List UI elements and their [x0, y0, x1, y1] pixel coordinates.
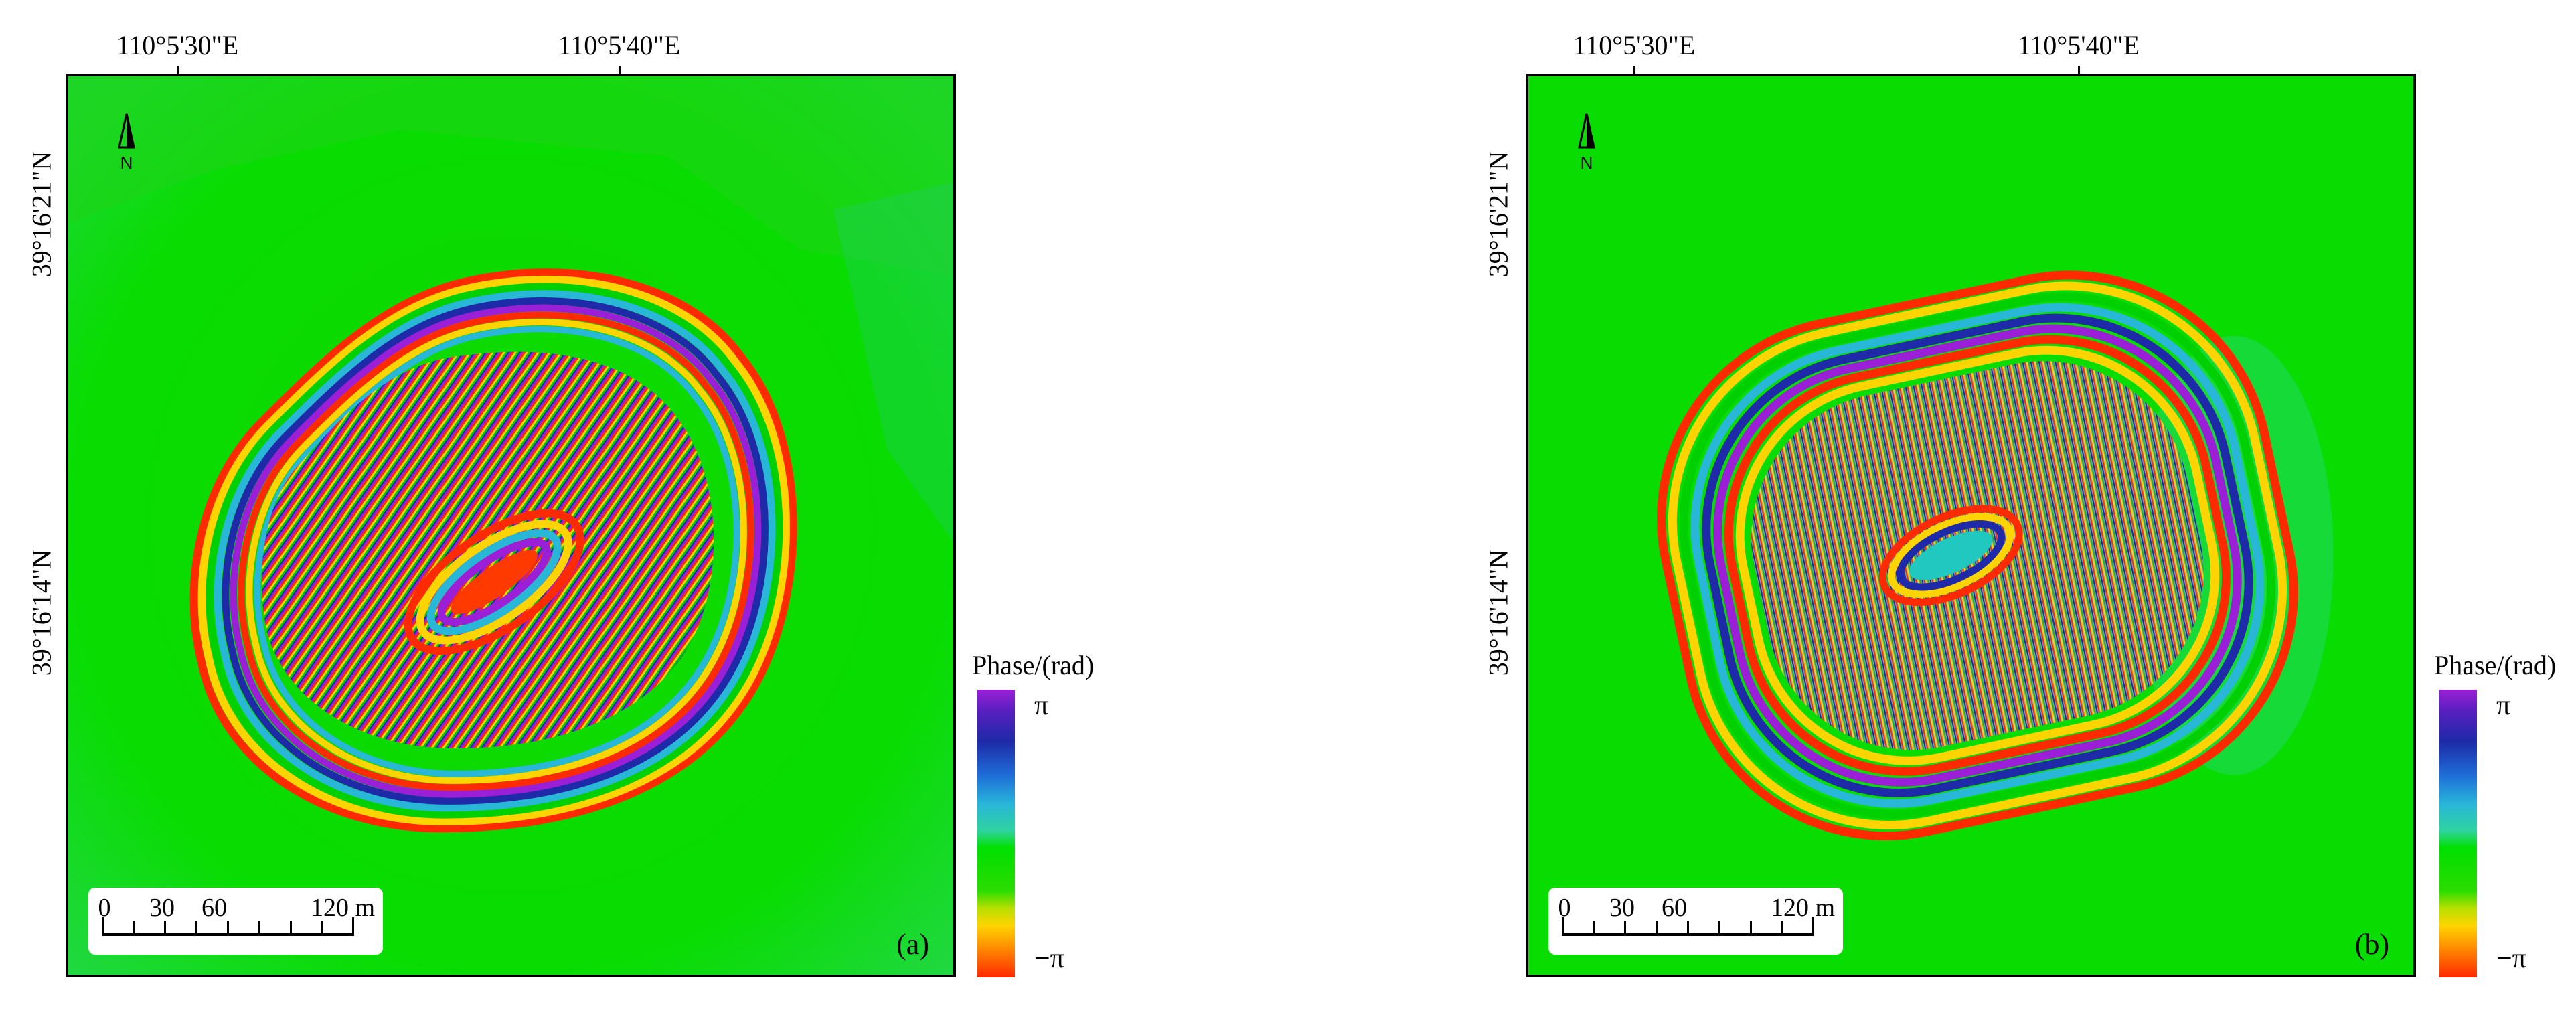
lat-label-2: 39°16'14"N — [26, 549, 57, 676]
interferogram-b — [1528, 76, 2413, 975]
scale-tick — [1593, 921, 1595, 936]
lon-tick-1 — [177, 66, 179, 75]
scale-tick — [195, 921, 197, 936]
center-fringes-a — [404, 509, 584, 655]
legend-min-a: −π — [1034, 943, 1064, 974]
scale-tick — [102, 917, 104, 936]
scale-tick — [352, 917, 354, 936]
scale-label-120: 120 m — [310, 894, 376, 922]
lat-label-1: 39°16'21"N — [26, 151, 57, 278]
scale-tick — [1624, 921, 1626, 936]
scale-tick — [1781, 921, 1783, 936]
panel-label-a: (a) — [896, 928, 929, 961]
center-fringes-b — [1878, 505, 2023, 606]
scale-tick — [290, 921, 292, 936]
scale-label-120: 120 m — [1770, 894, 1836, 922]
legend-max-a: π — [1034, 690, 1049, 721]
north-arrow-icon: N — [1578, 113, 1595, 173]
scale-tick — [258, 921, 260, 936]
scale-bar-a: 0 30 60 120 m — [88, 888, 383, 955]
scale-label-60: 60 — [202, 894, 227, 922]
lon-label-2: 110°5'40"E — [2017, 30, 2140, 60]
scale-bar-b: 0 30 60 120 m — [1548, 888, 1843, 955]
legend-max-b: π — [2496, 690, 2511, 721]
legend-min-b: −π — [2496, 943, 2526, 974]
scale-tick — [1718, 921, 1720, 936]
north-arrow-a: N — [110, 111, 143, 175]
lon-tick-2 — [2078, 66, 2080, 75]
lon-tick-2 — [619, 66, 621, 75]
panel-b: 110°5'30"E 110°5'40"E 39°16'21"N 39°16'1… — [1288, 0, 2576, 1029]
scale-tick — [1750, 921, 1752, 936]
scale-label-30: 30 — [1609, 894, 1635, 922]
scale-tick — [1656, 921, 1658, 936]
svg-text:N: N — [1581, 153, 1593, 173]
scale-tick — [1562, 917, 1564, 936]
fringe-rings-a — [189, 268, 797, 833]
lat-label-1: 39°16'21"N — [1483, 151, 1514, 278]
scale-label-0: 0 — [1558, 894, 1571, 922]
lat-label-2: 39°16'14"N — [1483, 549, 1514, 676]
legend-title-a: Phase/(rad) — [972, 650, 1095, 680]
scale-tick — [1812, 917, 1814, 936]
lon-label-1: 110°5'30"E — [1573, 30, 1696, 60]
scale-tick — [133, 921, 135, 936]
center-core-a — [451, 550, 538, 615]
scale-label-0: 0 — [98, 894, 111, 922]
lon-tick-1 — [1633, 66, 1635, 75]
interferogram-a — [68, 76, 953, 975]
scale-tick — [227, 921, 229, 936]
phase-map-a: N 0 30 60 120 m (a) — [66, 74, 956, 977]
scale-tick — [321, 921, 323, 936]
scale-tick — [1687, 921, 1689, 936]
phase-colorbar-a — [977, 690, 1015, 977]
center-core-b — [1909, 530, 1993, 580]
phase-colorbar-b — [2439, 690, 2477, 977]
fringe-rings-b — [1657, 270, 2298, 840]
north-arrow-icon: N — [118, 113, 135, 173]
lon-label-2: 110°5'40"E — [558, 30, 681, 60]
lon-label-1: 110°5'30"E — [116, 30, 239, 60]
panel-label-b: (b) — [2354, 928, 2389, 961]
scale-tick — [164, 921, 166, 936]
scale-label-60: 60 — [1662, 894, 1687, 922]
north-arrow-b: N — [1570, 111, 1603, 175]
svg-text:N: N — [120, 153, 133, 173]
panel-a: 110°5'30"E 110°5'40"E 39°16'21"N 39°16'1… — [26, 30, 1095, 977]
legend-title-b: Phase/(rad) — [2434, 650, 2557, 680]
phase-map-b: N 0 30 60 120 m (b) — [1526, 74, 2416, 977]
scale-label-30: 30 — [149, 894, 175, 922]
